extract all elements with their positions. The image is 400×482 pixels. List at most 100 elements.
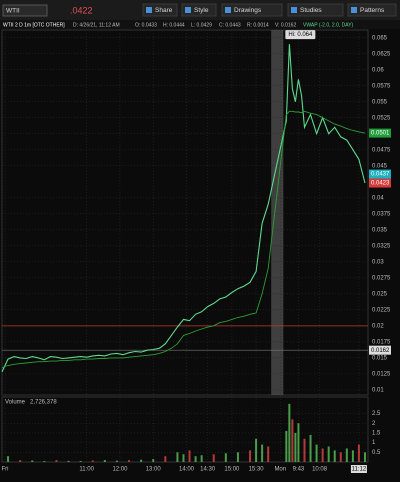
toolbar-button[interactable] [347, 3, 397, 17]
y-tick-label: 0.0575 [372, 83, 391, 89]
volume-bar [194, 456, 197, 462]
y-tick-label: 0.0225 [372, 307, 391, 313]
info-text: D: 4/26/21, 11:12 AM [73, 22, 120, 28]
button-label: Drawings [234, 7, 262, 14]
button-label: Share [155, 7, 173, 14]
price-tag-label: 0.0437 [371, 172, 390, 178]
volume-bar [267, 446, 270, 462]
volume-bar [43, 461, 46, 462]
volume-bar [363, 452, 366, 462]
info-text: WTII 2 D 1m [OTC OTHER] [3, 22, 65, 28]
y-tick-label: 0.0475 [372, 147, 391, 153]
y-tick-label: 0.04 [372, 195, 384, 201]
volume-bar [67, 460, 70, 462]
shaded-session [271, 30, 284, 395]
y-tick-label: 1 [372, 440, 376, 446]
button-icon [146, 7, 152, 13]
annotation-box [285, 30, 316, 40]
volume-bar [55, 460, 58, 462]
info-text: C: 0.0443 [219, 22, 241, 28]
button-icon [291, 7, 297, 13]
volume-bar [294, 432, 297, 462]
x-tick-label: 11:00 [79, 467, 94, 473]
volume-bar [288, 403, 291, 462]
price-tag-label: 0.0501 [371, 131, 390, 137]
volume-bar [303, 438, 306, 462]
volume-bar [285, 431, 288, 462]
volume-bar [333, 450, 336, 462]
volume-bar [351, 450, 354, 462]
price-tag [369, 128, 391, 138]
volume-bar [79, 461, 82, 462]
x-tick-label: 10:08 [312, 467, 328, 473]
x-tick-label: 14:00 [179, 467, 195, 473]
y-tick-label: 2.5 [372, 411, 381, 417]
volume-bar [200, 455, 203, 462]
toolbar-button[interactable] [221, 3, 283, 17]
price-tag [369, 169, 391, 179]
y-tick-label: 0.5 [372, 450, 381, 456]
x-tick-label: Fri [2, 467, 9, 473]
button-label: Patterns [360, 7, 385, 14]
y-tick-label: 0.025 [372, 291, 388, 297]
volume-bar [182, 454, 185, 462]
volume-bar [19, 460, 22, 462]
y-tick-label: 0.065 [372, 35, 388, 41]
volume-bar [261, 444, 264, 462]
y-tick-label: 0.0525 [372, 115, 391, 121]
y-tick-label: 2 [372, 421, 376, 427]
toolbar-buttons: Share Style Drawings Studies Patterns [142, 3, 397, 17]
volume-bar [140, 459, 143, 462]
symbol: WTII [6, 8, 20, 15]
volume-bar [255, 438, 258, 462]
info-line: WTII 2 D 1m [OTC OTHER] D: 4/26/21, 11:12… [0, 20, 400, 29]
button-icon [225, 7, 231, 13]
volume-bar [188, 450, 191, 462]
info-text: V: 0.0162 [275, 22, 296, 28]
volume-bar [212, 454, 215, 462]
plot-bg [1, 29, 369, 396]
volume-bg [1, 396, 369, 463]
price-tag-label: 0.0162 [371, 348, 390, 354]
symbol-input[interactable] [2, 4, 48, 17]
y-tick-label: 0.0325 [372, 243, 391, 249]
x-tick-label: 15:00 [224, 467, 240, 473]
y-tick-label: 0.0625 [372, 51, 391, 57]
series-line [1, 44, 366, 373]
annotation: Hi: 0.064 [288, 32, 313, 38]
volume-bar [91, 460, 94, 462]
series-line [1, 110, 366, 368]
x-tick-label: Mon [274, 467, 286, 473]
x-tick-label: 9:43 [293, 467, 305, 473]
x-tick-label: 11:12 [352, 467, 367, 473]
y-tick-label: 0.0175 [372, 339, 391, 345]
volume-bar [224, 453, 227, 462]
x-tick-label: 15:30 [249, 467, 265, 473]
y-tick-label: 0.01 [372, 387, 384, 393]
info-text: O: 0.0433 [135, 22, 157, 28]
y-tick-label: 0.06 [372, 67, 384, 73]
volume-bar [345, 448, 348, 462]
volume-bar [7, 456, 10, 462]
toolbar-button[interactable] [287, 3, 344, 17]
volume-bar [297, 423, 300, 462]
volume-bar [249, 450, 252, 462]
button-label: Style [194, 7, 209, 14]
volume-bar [291, 419, 294, 462]
x-tick-label: 14:30 [200, 467, 216, 473]
x-tick-highlight [350, 465, 367, 473]
y-tick-label: 0.045 [372, 163, 388, 169]
info-text: L: 0.0429 [191, 22, 212, 28]
volume-bar [315, 444, 318, 462]
y-tick-label: 0.015 [372, 355, 388, 361]
volume-bar [128, 460, 131, 462]
x-tick-label: 12:00 [112, 467, 128, 473]
volume-bar [164, 456, 167, 462]
y-tick-label: 0.0125 [372, 371, 391, 377]
info-text: H: 0.0444 [163, 22, 185, 28]
volume-bar [236, 452, 239, 462]
volume-title: Volume [5, 400, 26, 406]
x-tick-label: 13:00 [146, 467, 162, 473]
button-label: Studies [300, 7, 322, 14]
last-price: .0422 [70, 5, 93, 15]
